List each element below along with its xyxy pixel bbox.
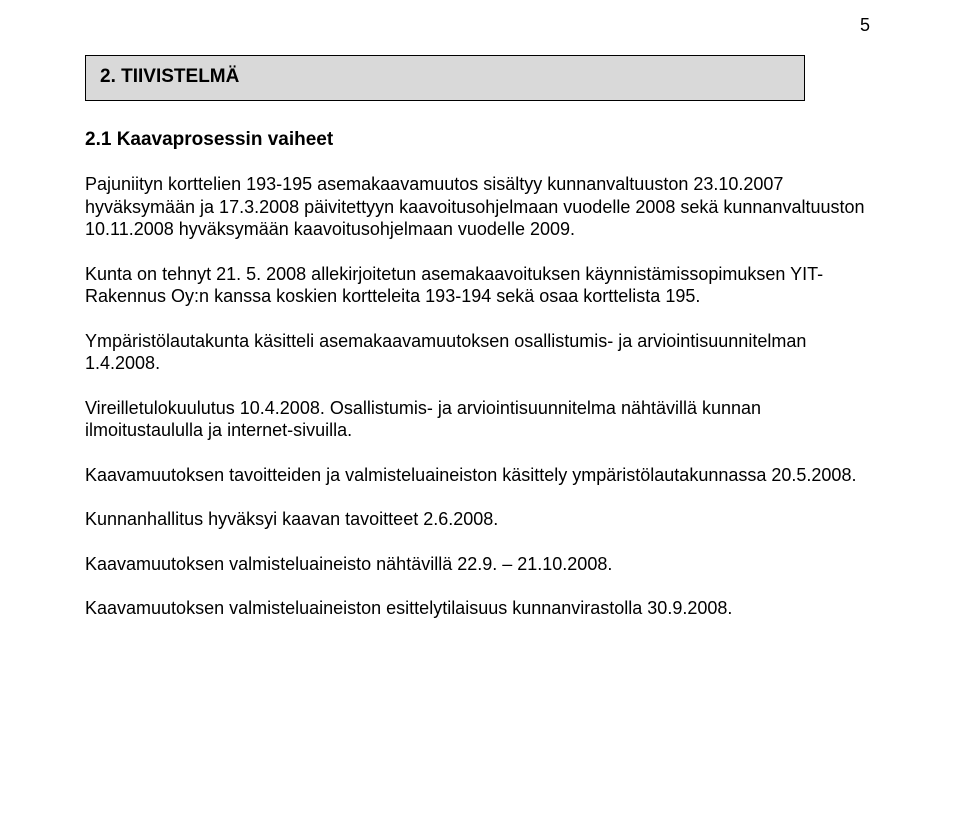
body-paragraph: Kunta on tehnyt 21. 5. 2008 allekirjoite…: [85, 263, 880, 308]
section-heading: 2. TIIVISTELMÄ: [100, 66, 790, 88]
body-paragraph: Kaavamuutoksen tavoitteiden ja valmistel…: [85, 464, 880, 487]
body-paragraph: Kunnanhallitus hyväksyi kaavan tavoittee…: [85, 508, 880, 531]
body-paragraph: Vireilletulokuulutus 10.4.2008. Osallist…: [85, 397, 880, 442]
body-paragraph: Ympäristölautakunta käsitteli asemakaava…: [85, 330, 880, 375]
page-number: 5: [860, 15, 870, 36]
body-paragraph: Pajuniityn korttelien 193-195 asemakaava…: [85, 173, 880, 241]
body-paragraph: Kaavamuutoksen valmisteluaineisto nähtäv…: [85, 553, 880, 576]
body-paragraph: Kaavamuutoksen valmisteluaineiston esitt…: [85, 597, 880, 620]
subsection-heading: 2.1 Kaavaprosessin vaiheet: [85, 129, 880, 151]
heading-box: 2. TIIVISTELMÄ: [85, 55, 805, 101]
